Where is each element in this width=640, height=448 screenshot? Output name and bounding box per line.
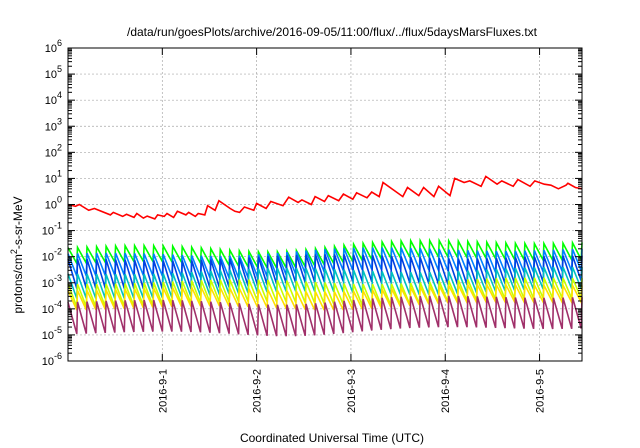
series-line	[67, 295, 583, 337]
y-tick-label: 102	[45, 142, 62, 159]
series-line	[67, 175, 583, 220]
series-line	[67, 281, 583, 311]
y-tick-label: 10-2	[42, 247, 62, 264]
series-line	[67, 254, 583, 290]
y-tick-label: 10-1	[42, 221, 62, 238]
y-tick-label: 100	[45, 195, 62, 212]
data-series	[67, 175, 583, 337]
x-tick-label: 2016-9-1	[157, 369, 169, 413]
y-tick-label: 101	[45, 168, 62, 185]
x-tick-label: 2016-9-4	[440, 369, 452, 413]
y-axis-label: protons/cm2-s-sr-MeV	[9, 196, 25, 313]
y-tick-label: 10-6	[42, 351, 62, 368]
x-tick-label: 2016-9-3	[346, 369, 358, 413]
x-axis-label: Coordinated Universal Time (UTC)	[240, 431, 424, 445]
series-line	[67, 266, 583, 299]
series-line	[67, 237, 583, 271]
series-line	[67, 277, 583, 308]
y-tick-label: 106	[45, 38, 62, 55]
y-tick-label: 10-4	[42, 299, 62, 316]
series-line	[67, 247, 583, 279]
x-axis-ticks: 2016-9-1 2016-9-2 2016-9-3 2016-9-4 2016-9-5	[157, 48, 547, 413]
y-tick-label: 104	[45, 90, 62, 107]
y-tick-label: 105	[45, 64, 62, 81]
x-tick-label: 2016-9-2	[252, 369, 264, 413]
y-tick-label: 10-5	[42, 325, 62, 342]
y-tick-label: 10-3	[42, 273, 62, 290]
y-tick-label: 103	[45, 116, 62, 133]
chart-title: /data/run/goesPlots/archive/2016-09-05/1…	[127, 25, 538, 39]
x-tick-label: 2016-9-5	[535, 369, 547, 413]
y-axis-ticks: 10-6 10-5 10-4 10-3 10-2 10-1 100 101 102 103 104 1…	[42, 38, 582, 368]
